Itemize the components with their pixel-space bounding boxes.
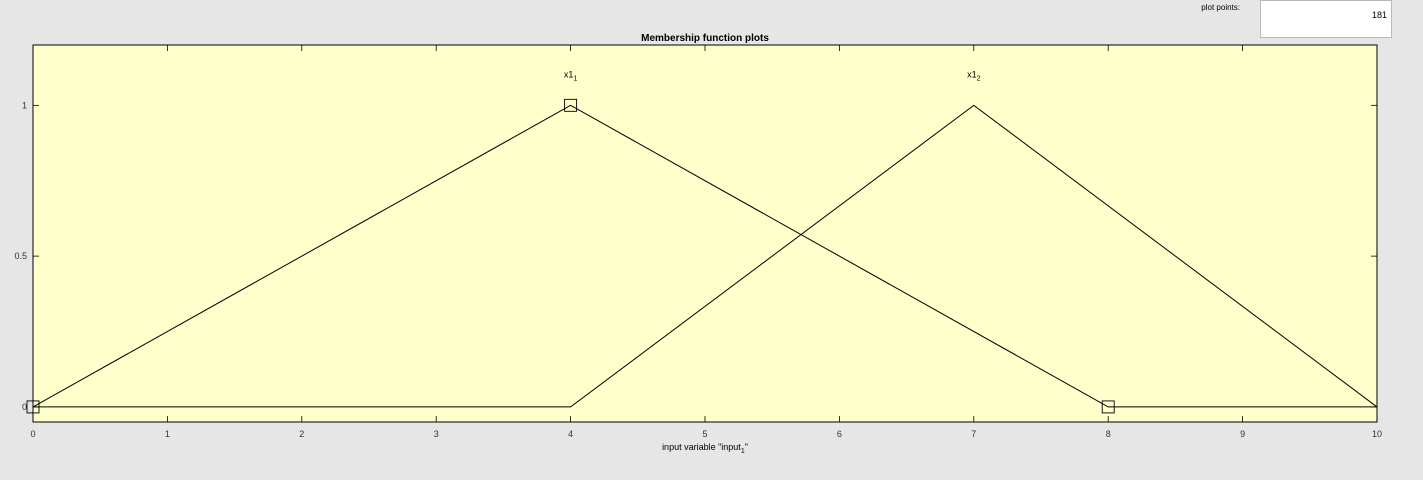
membership-functions xyxy=(26,98,1378,414)
chart-title: Membership function plots xyxy=(641,33,769,44)
x-axis-label-suffix: " xyxy=(745,442,748,452)
x-tick-label: 8 xyxy=(1106,429,1111,439)
x-tick-label: 7 xyxy=(971,429,976,439)
x-tick-label: 1 xyxy=(165,429,170,439)
x-tick-label: 3 xyxy=(434,429,439,439)
plot-area[interactable] xyxy=(32,44,1378,423)
mf-handle xyxy=(1101,400,1115,414)
plot-points-value: 181 xyxy=(1371,10,1387,20)
y-tick-label: 1 xyxy=(22,100,27,110)
x-axis-label-main: input variable "input xyxy=(662,442,741,452)
mf-line-1 xyxy=(32,104,1377,408)
y-tick-label: 0.5 xyxy=(14,251,27,261)
plot-points-label: plot points: xyxy=(1201,3,1240,12)
x-tick-label: 5 xyxy=(702,429,707,439)
x-tick-label: 0 xyxy=(30,429,35,439)
y-tick-label: 0 xyxy=(22,402,27,412)
x-tick-label: 10 xyxy=(1372,429,1382,439)
plot-points-input[interactable]: 181 xyxy=(1260,0,1392,38)
x-tick-label: 9 xyxy=(1240,429,1245,439)
mf-handle xyxy=(564,98,578,112)
axis-ticks: 0 1 2 3 4 5 6 7 8 9 10 0 0.5 1 xyxy=(14,45,1382,439)
x-tick-label: 2 xyxy=(299,429,304,439)
x-axis-label: input variable "input1" xyxy=(662,442,748,455)
membership-labels: x11 x12 xyxy=(564,69,981,82)
mf-line-2 xyxy=(33,104,1378,408)
x-tick-label: 4 xyxy=(568,429,573,439)
mf-label-1: x11 xyxy=(564,69,578,82)
x-axis-label-subscript: 1 xyxy=(741,448,745,455)
x-tick-label: 6 xyxy=(837,429,842,439)
mf-label-2: x12 xyxy=(967,69,981,82)
